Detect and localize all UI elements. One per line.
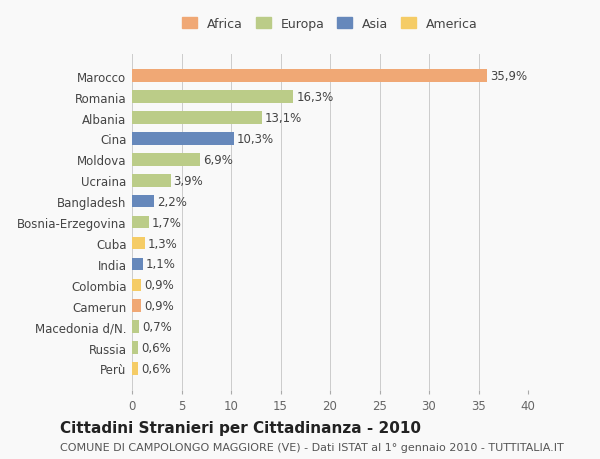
Legend: Africa, Europa, Asia, America: Africa, Europa, Asia, America <box>182 18 478 31</box>
Bar <box>132 112 262 124</box>
Bar <box>132 258 143 271</box>
Text: 1,7%: 1,7% <box>152 216 182 229</box>
Bar <box>132 321 139 333</box>
Text: 16,3%: 16,3% <box>296 91 334 104</box>
Bar <box>132 300 141 312</box>
Text: 0,9%: 0,9% <box>144 279 173 291</box>
Text: COMUNE DI CAMPOLONGO MAGGIORE (VE) - Dati ISTAT al 1° gennaio 2010 - TUTTITALIA.: COMUNE DI CAMPOLONGO MAGGIORE (VE) - Dat… <box>60 442 564 452</box>
Text: 3,9%: 3,9% <box>173 174 203 187</box>
Bar <box>132 279 141 291</box>
Bar <box>132 70 487 83</box>
Bar <box>132 91 293 104</box>
Text: 13,1%: 13,1% <box>265 112 302 125</box>
Text: 35,9%: 35,9% <box>490 70 527 83</box>
Text: 1,1%: 1,1% <box>146 258 176 271</box>
Text: 0,6%: 0,6% <box>141 362 170 375</box>
Text: 0,6%: 0,6% <box>141 341 170 354</box>
Text: 0,9%: 0,9% <box>144 300 173 313</box>
Bar <box>132 196 154 208</box>
Text: Cittadini Stranieri per Cittadinanza - 2010: Cittadini Stranieri per Cittadinanza - 2… <box>60 420 421 435</box>
Text: 10,3%: 10,3% <box>237 133 274 146</box>
Bar <box>132 216 149 229</box>
Text: 1,3%: 1,3% <box>148 237 178 250</box>
Bar <box>132 363 138 375</box>
Bar <box>132 341 138 354</box>
Text: 2,2%: 2,2% <box>157 195 187 208</box>
Bar <box>132 133 234 146</box>
Bar <box>132 154 200 166</box>
Text: 0,7%: 0,7% <box>142 320 172 333</box>
Bar <box>132 174 170 187</box>
Bar <box>132 237 145 250</box>
Text: 6,9%: 6,9% <box>203 154 233 167</box>
